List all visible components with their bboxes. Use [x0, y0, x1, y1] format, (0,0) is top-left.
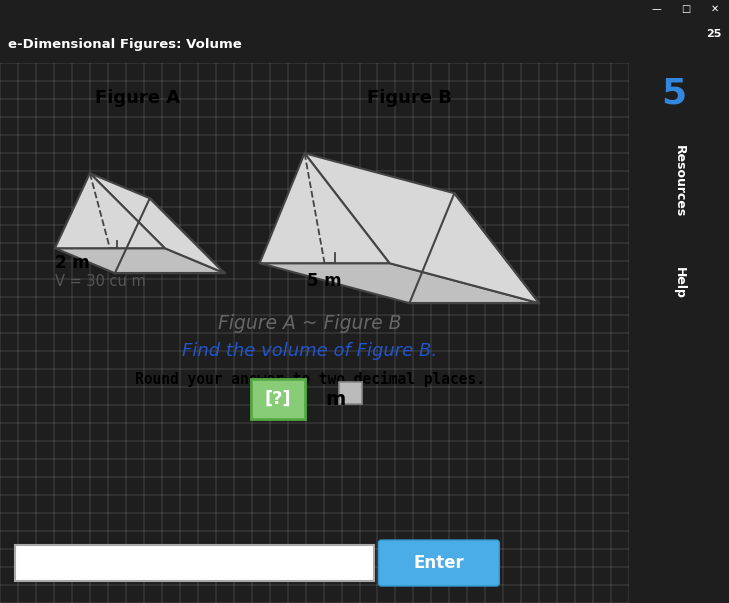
Polygon shape: [305, 153, 539, 303]
Text: V = 30 cu m: V = 30 cu m: [55, 274, 146, 289]
Text: Figure A ~ Figure B: Figure A ~ Figure B: [218, 314, 402, 333]
Polygon shape: [260, 153, 389, 263]
Text: 2 m: 2 m: [55, 254, 90, 272]
Text: Round your answer to two decimal places.: Round your answer to two decimal places.: [135, 371, 485, 387]
Text: m: m: [326, 390, 346, 409]
Text: —: —: [651, 4, 661, 14]
Text: 25: 25: [706, 30, 721, 39]
Polygon shape: [55, 173, 165, 248]
Text: Help: Help: [673, 268, 685, 299]
Text: ✕: ✕: [710, 4, 719, 14]
FancyBboxPatch shape: [378, 540, 499, 586]
Text: e-Dimensional Figures: Volume: e-Dimensional Figures: Volume: [7, 38, 241, 51]
Polygon shape: [260, 263, 539, 303]
Polygon shape: [90, 173, 225, 273]
Bar: [15, 545, 375, 581]
Polygon shape: [55, 248, 225, 273]
Text: Resources: Resources: [673, 145, 685, 217]
Text: □: □: [681, 4, 690, 14]
FancyBboxPatch shape: [338, 382, 362, 404]
Text: 5 m: 5 m: [307, 272, 342, 290]
Text: Figure B: Figure B: [367, 89, 452, 107]
Text: Figure A: Figure A: [95, 89, 180, 107]
FancyBboxPatch shape: [251, 379, 305, 419]
Text: 5: 5: [661, 76, 687, 110]
Text: Enter: Enter: [413, 554, 464, 572]
Text: Find the volume of Figure B.: Find the volume of Figure B.: [182, 342, 437, 360]
Text: [?]: [?]: [265, 390, 291, 408]
